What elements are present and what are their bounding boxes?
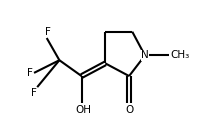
Text: OH: OH [75, 105, 91, 115]
Text: O: O [125, 105, 133, 115]
Text: F: F [31, 88, 36, 98]
Text: N: N [141, 51, 149, 61]
Text: CH₃: CH₃ [170, 51, 189, 61]
Text: F: F [27, 68, 33, 78]
Text: F: F [44, 27, 50, 37]
